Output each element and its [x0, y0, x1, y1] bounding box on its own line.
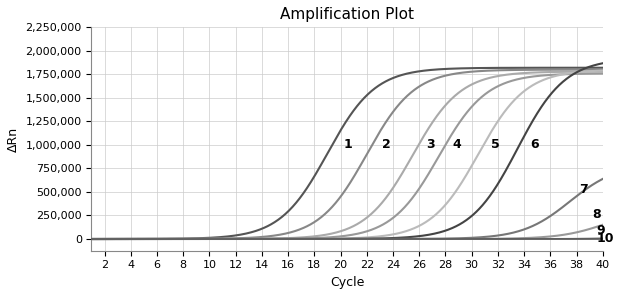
Text: 7: 7 — [579, 183, 588, 196]
Text: 9: 9 — [596, 224, 605, 237]
Text: 8: 8 — [592, 208, 601, 221]
Text: 4: 4 — [452, 139, 461, 152]
Text: 5: 5 — [491, 139, 500, 152]
Title: Amplification Plot: Amplification Plot — [280, 7, 414, 22]
Text: 10: 10 — [596, 231, 614, 244]
Text: 6: 6 — [530, 139, 539, 152]
Text: 1: 1 — [343, 139, 352, 152]
Text: 3: 3 — [426, 139, 434, 152]
Text: 2: 2 — [383, 139, 391, 152]
Y-axis label: ΔRn: ΔRn — [7, 126, 20, 152]
X-axis label: Cycle: Cycle — [330, 276, 365, 289]
